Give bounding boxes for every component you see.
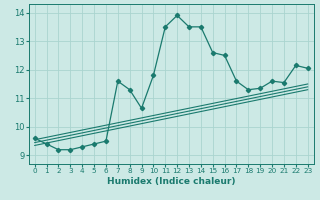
X-axis label: Humidex (Indice chaleur): Humidex (Indice chaleur) bbox=[107, 177, 236, 186]
